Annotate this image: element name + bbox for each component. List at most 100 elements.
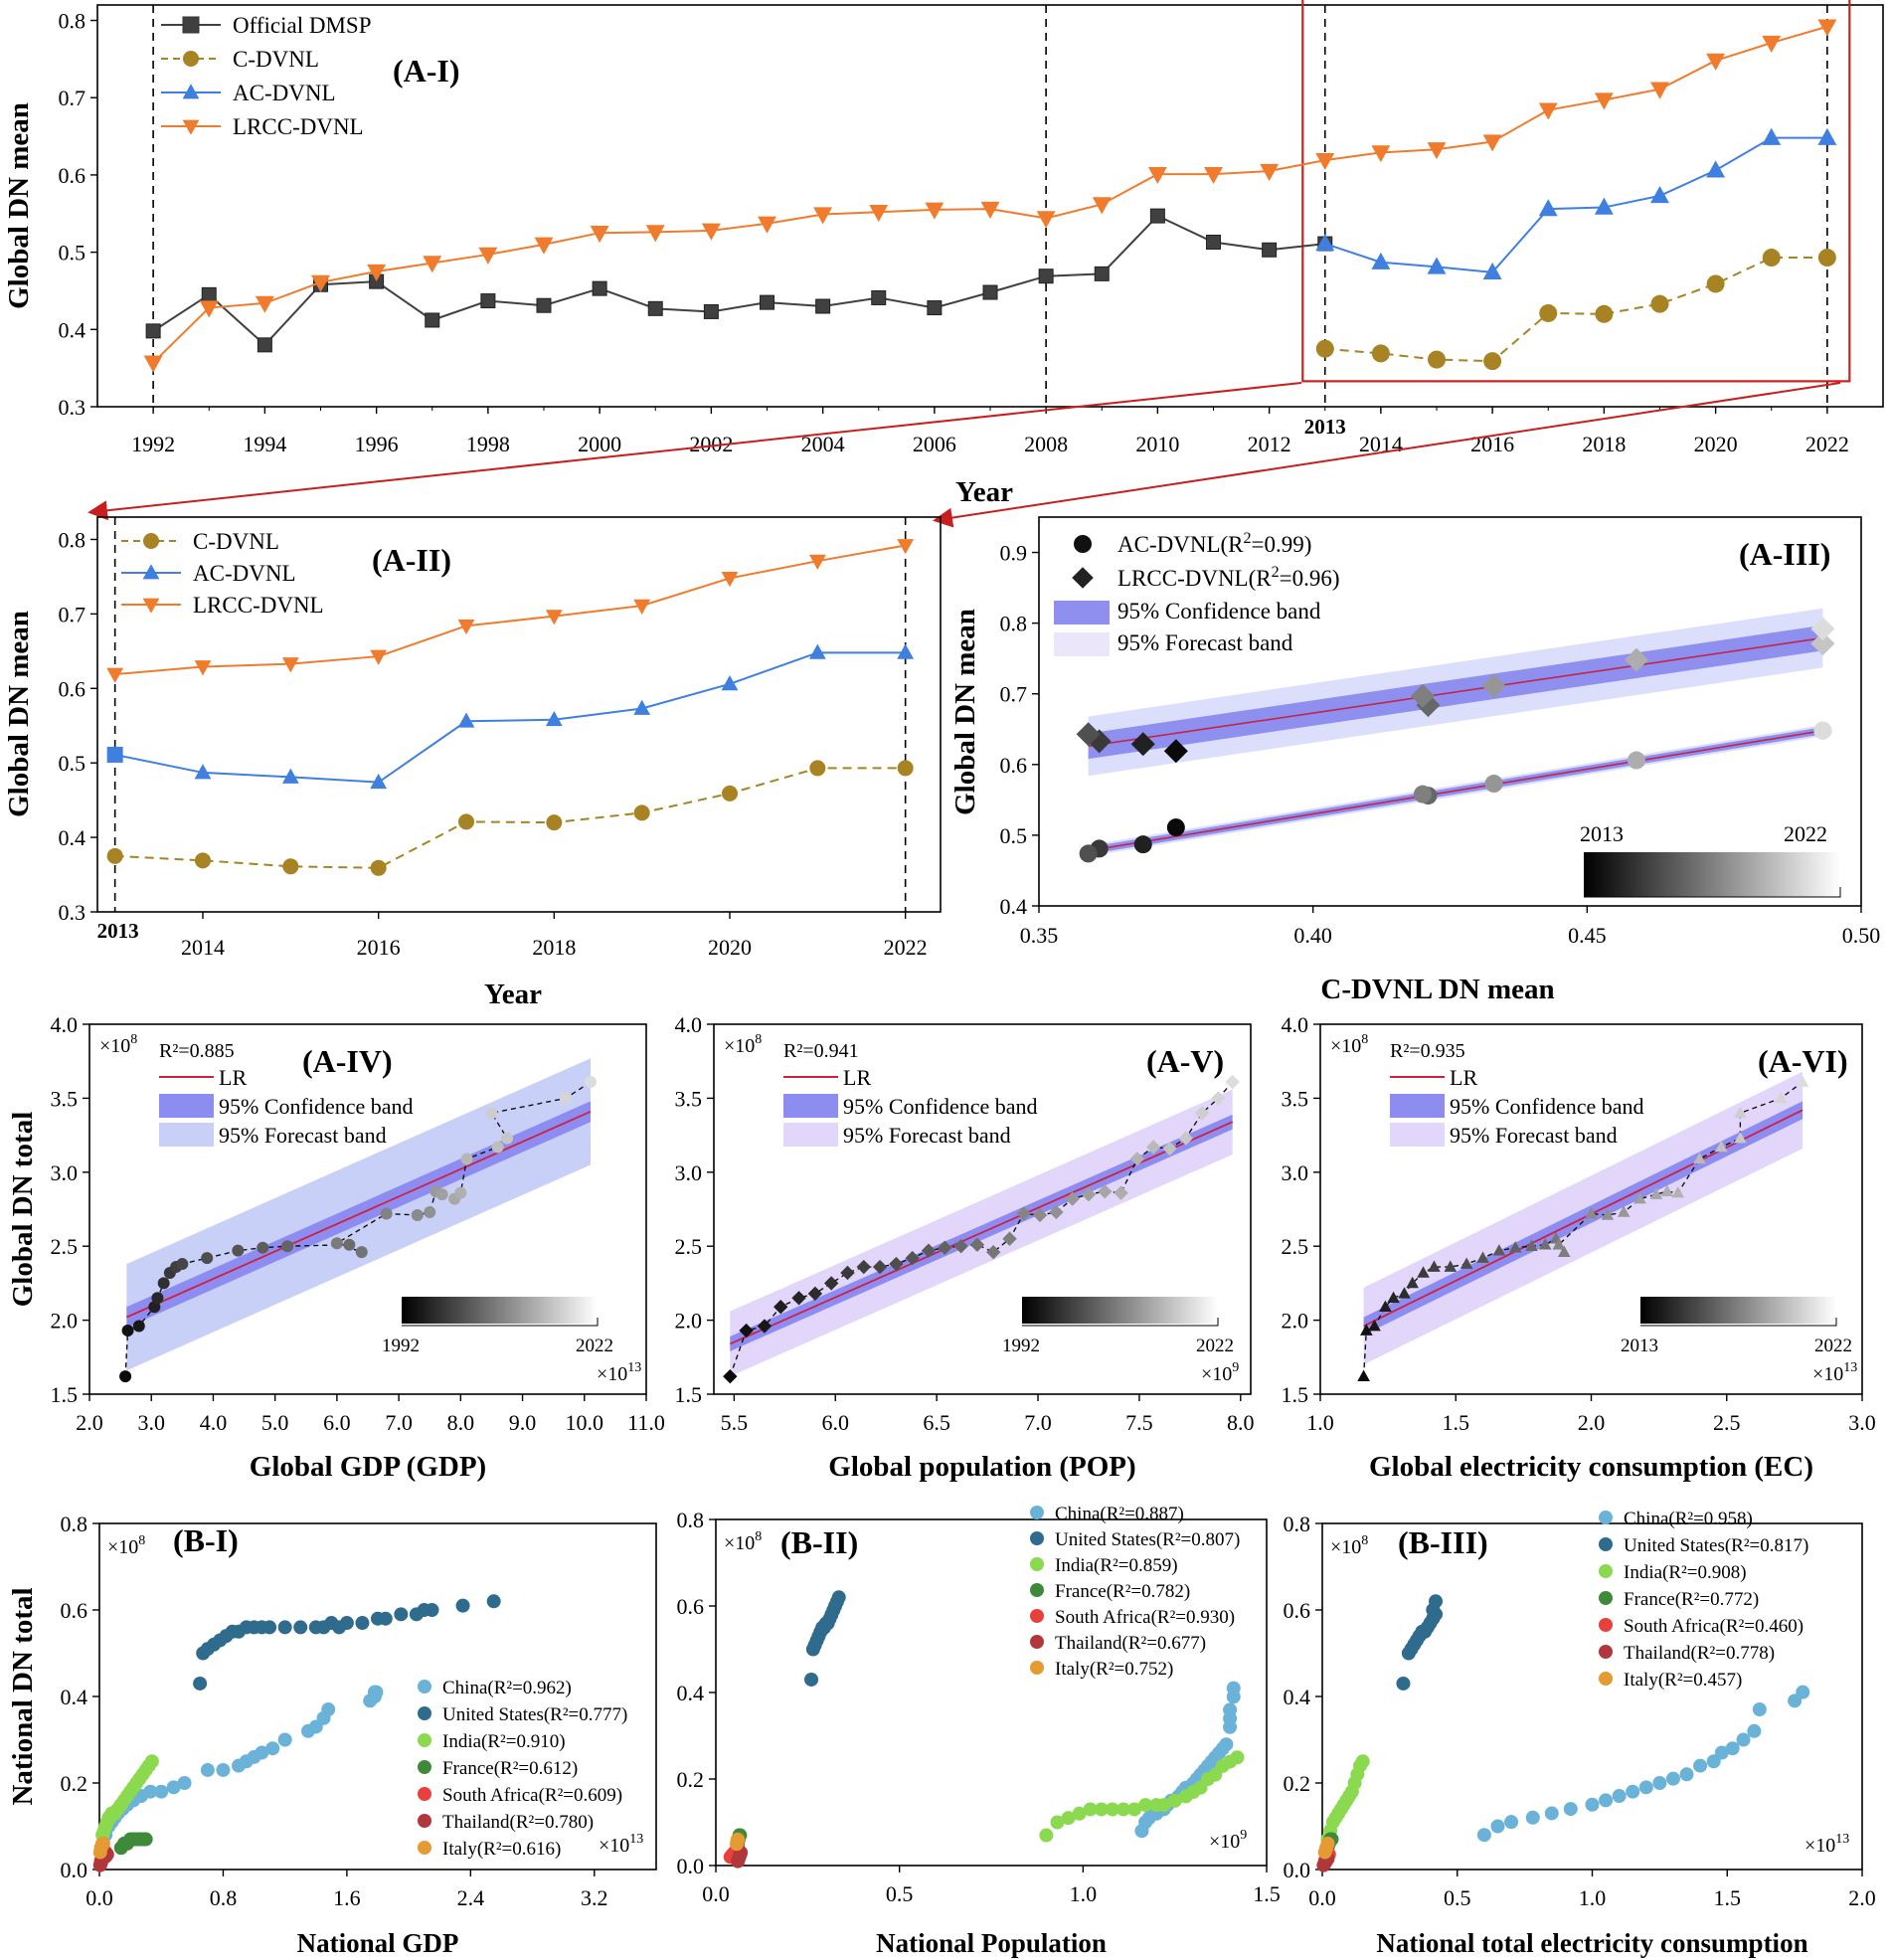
y-tick-label: 0.6: [1284, 1598, 1311, 1623]
fit-line: [729, 1121, 1234, 1345]
legend-label: South Africa(R²=0.930): [1055, 1607, 1235, 1628]
y-tick-label: 1.5: [51, 1382, 79, 1407]
y-tick-label: 0.2: [61, 1771, 88, 1796]
data-point: [1552, 1238, 1566, 1250]
y-axis-title: Global DN mean: [3, 102, 35, 309]
data-point: [143, 355, 163, 373]
legend-label: Italy(R²=0.457): [1624, 1670, 1742, 1691]
legend-marker: [1599, 1564, 1613, 1578]
data-point: [281, 1240, 294, 1253]
data-point: [1706, 160, 1726, 178]
data-point: [1492, 1244, 1506, 1256]
data-point: [355, 1616, 370, 1631]
chart-A-II: 0.3 0.4 0.5 0.6 0.7 0.8 2014 2016 2018 2020 2022 20…: [3, 516, 942, 1010]
data-point: [701, 223, 721, 241]
data-point: [1810, 631, 1835, 656]
legend-marker: [418, 1814, 431, 1828]
legend-marker: [418, 1760, 431, 1774]
plot-frame: [713, 1023, 1252, 1395]
data-point: [1065, 1191, 1080, 1206]
x-tick-label: 2016: [357, 935, 401, 960]
data-point: [1427, 257, 1447, 274]
legend-label: India(R²=0.908): [1624, 1562, 1747, 1583]
data-point: [757, 1319, 773, 1334]
y-axis-title: National DN total: [7, 1587, 39, 1805]
data-point: [546, 814, 563, 831]
data-point: [151, 1292, 164, 1305]
data-point: [1032, 1207, 1048, 1223]
data-point: [1671, 1186, 1684, 1198]
y-tick-label: 0.6: [1000, 753, 1028, 778]
data-point: [394, 1607, 409, 1622]
data-point: [897, 643, 915, 659]
y-tick-label: 0.3: [59, 395, 86, 420]
y-tick-label: 0.8: [59, 527, 86, 552]
x-multiplier-exp: 13: [629, 1832, 643, 1847]
legend-label: 95% Confidence band: [1450, 1094, 1644, 1119]
x-tick-label: 0.50: [1842, 923, 1881, 948]
data-point: [257, 337, 272, 353]
x-tick-label: 1998: [466, 432, 510, 456]
chart-B-I: 0.0 0.2 0.4 0.6 0.8 0.0 0.8 1.6 2.4 3.2 National G…: [7, 1512, 657, 1958]
r-squared: R²=0.935: [1390, 1040, 1465, 1062]
data-point: [1693, 1152, 1706, 1164]
colorbar-start: 2013: [1621, 1336, 1658, 1356]
legend-label: AC-DVNL(R2=0.99): [1117, 530, 1311, 557]
y-tick-label: 0.4: [1284, 1685, 1311, 1709]
data-point: [1736, 1732, 1751, 1747]
y-tick-label: 3.5: [675, 1086, 703, 1111]
data-point: [921, 1243, 937, 1258]
x-tick-label: 2020: [708, 935, 752, 960]
data-point: [194, 660, 212, 676]
legend-label: LR: [219, 1065, 247, 1090]
data-point: [534, 237, 554, 255]
y-tick-label: 1.5: [1282, 1382, 1309, 1407]
y-tick-label: 1.5: [675, 1382, 703, 1407]
data-point: [1098, 1183, 1113, 1199]
x-tick-label: 7.5: [1125, 1410, 1153, 1435]
y-tick-label: 0.2: [677, 1767, 705, 1792]
x-axis-title: Global GDP (GDP): [250, 1451, 486, 1483]
data-point: [1624, 647, 1648, 672]
data-point: [1379, 1300, 1392, 1313]
data-point: [1734, 1106, 1747, 1119]
plot-frame: [96, 516, 942, 913]
data-point: [1594, 92, 1614, 110]
data-point: [1083, 1802, 1098, 1817]
data-point: [1595, 304, 1614, 323]
data-point: [1387, 1291, 1400, 1304]
legend-marker: [1030, 1661, 1044, 1675]
data-point: [1061, 1811, 1076, 1826]
data-point: [1178, 1131, 1193, 1146]
x-multiplier-base: ×10: [1209, 1831, 1240, 1853]
series-line: [114, 651, 906, 784]
data-point: [1039, 1828, 1054, 1843]
data-point: [647, 300, 663, 316]
legend-marker: [1599, 1511, 1613, 1524]
data-point: [200, 1762, 215, 1777]
legend-item-marker: [182, 84, 200, 99]
data-point: [1211, 1091, 1226, 1106]
data-point: [1817, 19, 1837, 37]
data-point: [1002, 1231, 1017, 1246]
data-point: [1810, 617, 1835, 641]
y-multiplier-base: ×10: [1330, 1536, 1361, 1558]
panel-label: (A-V): [1146, 1043, 1224, 1079]
legend-item-marker: [142, 564, 160, 580]
data-point: [199, 300, 219, 318]
data-point: [1127, 1802, 1142, 1817]
data-point: [1147, 166, 1167, 185]
x-tick-label: 9.0: [509, 1410, 537, 1435]
data-point: [1734, 1131, 1747, 1144]
x-multiplier-exp: 13: [1843, 1360, 1857, 1375]
data-point: [1762, 249, 1781, 267]
data-point: [1706, 274, 1725, 293]
data-point: [1260, 163, 1280, 181]
y-multiplier: ×108: [1330, 1032, 1368, 1057]
data-point: [840, 1265, 855, 1281]
x-tick-label: 0.5: [1444, 1885, 1471, 1910]
legend-label: India(R²=0.910): [442, 1731, 566, 1752]
legend-marker: [1030, 1583, 1044, 1597]
data-point: [1482, 262, 1502, 280]
data-point: [723, 1368, 738, 1384]
